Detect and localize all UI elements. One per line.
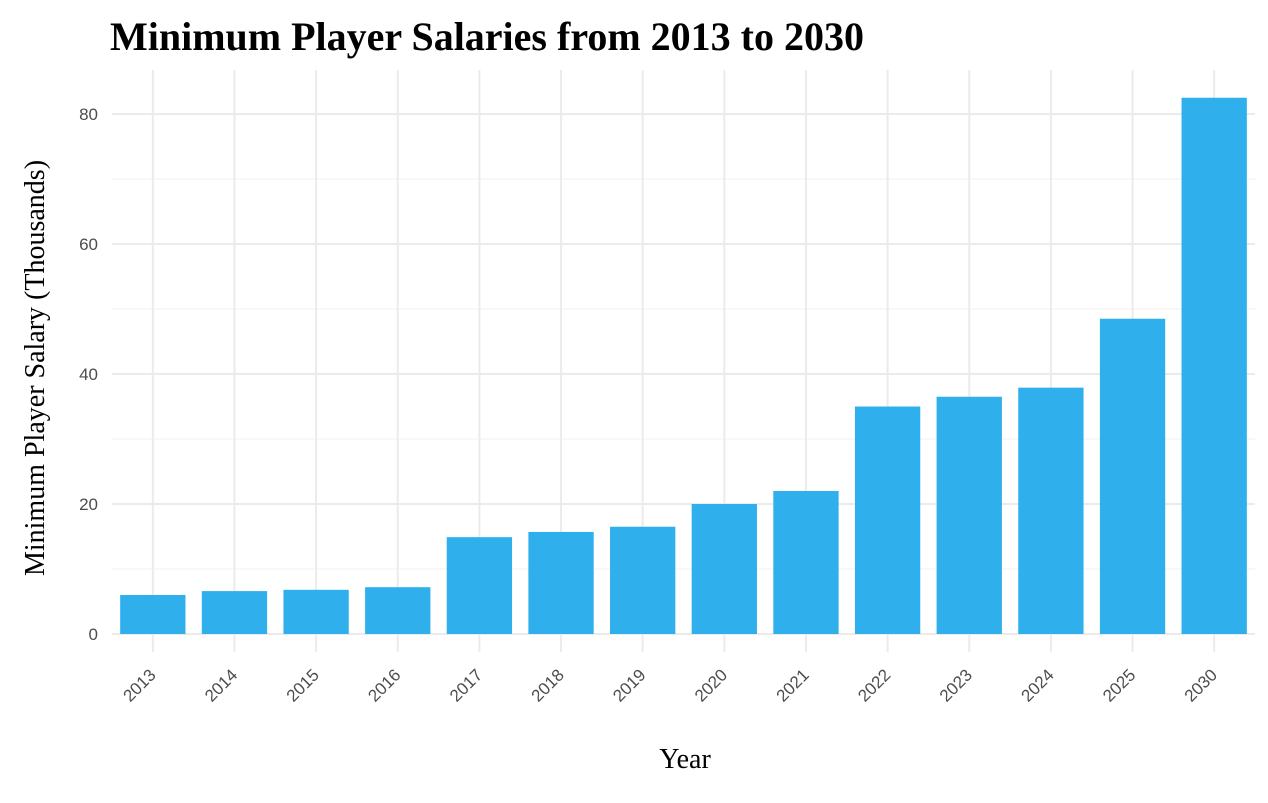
bar-2013: [120, 595, 186, 634]
bar-2023: [936, 396, 1002, 634]
y-tick-label: 80: [79, 105, 98, 124]
x-tick-label: 2015: [283, 665, 323, 705]
x-axis-title: Year: [659, 744, 711, 775]
x-tick-label: 2022: [854, 665, 894, 705]
bar-2015: [283, 589, 349, 634]
x-axis-ticks: 2013 2014 2015 2016 2017 2018 2019 2020 2021 2022…: [119, 665, 1221, 705]
bar-2016: [365, 587, 431, 634]
x-tick-label: 2016: [364, 665, 404, 705]
bar-2019: [610, 526, 676, 634]
bar-2014: [201, 591, 268, 634]
x-tick-label: 2023: [936, 665, 976, 705]
bars: [120, 97, 1247, 634]
x-tick-label: 2017: [446, 665, 486, 705]
bar-2021: [773, 491, 839, 634]
y-tick-label: 0: [89, 625, 98, 644]
x-tick-label: 2024: [1018, 665, 1058, 705]
bar-2025: [1099, 318, 1166, 634]
y-axis-ticks: 0 20 40 60 80: [79, 105, 98, 644]
y-tick-label: 60: [79, 235, 98, 254]
x-tick-label: 2030: [1181, 665, 1221, 705]
bar-2030: [1181, 97, 1247, 634]
bar-2022: [854, 406, 921, 634]
bar-2018: [528, 531, 594, 634]
x-tick-label: 2018: [528, 665, 568, 705]
x-tick-label: 2021: [773, 665, 813, 705]
x-tick-label: 2025: [1099, 665, 1139, 705]
bar-2024: [1018, 387, 1084, 634]
x-tick-label: 2013: [119, 665, 159, 705]
y-axis-title: Minimum Player Salary (Thousands): [20, 160, 51, 576]
x-tick-label: 2019: [609, 665, 649, 705]
y-tick-label: 40: [79, 365, 98, 384]
bar-2017: [446, 537, 513, 634]
x-tick-label: 2020: [691, 665, 731, 705]
bar-2020: [691, 504, 757, 634]
x-tick-label: 2014: [201, 665, 241, 705]
y-tick-label: 20: [79, 495, 98, 514]
chart-title: Minimum Player Salaries from 2013 to 203…: [110, 14, 864, 59]
